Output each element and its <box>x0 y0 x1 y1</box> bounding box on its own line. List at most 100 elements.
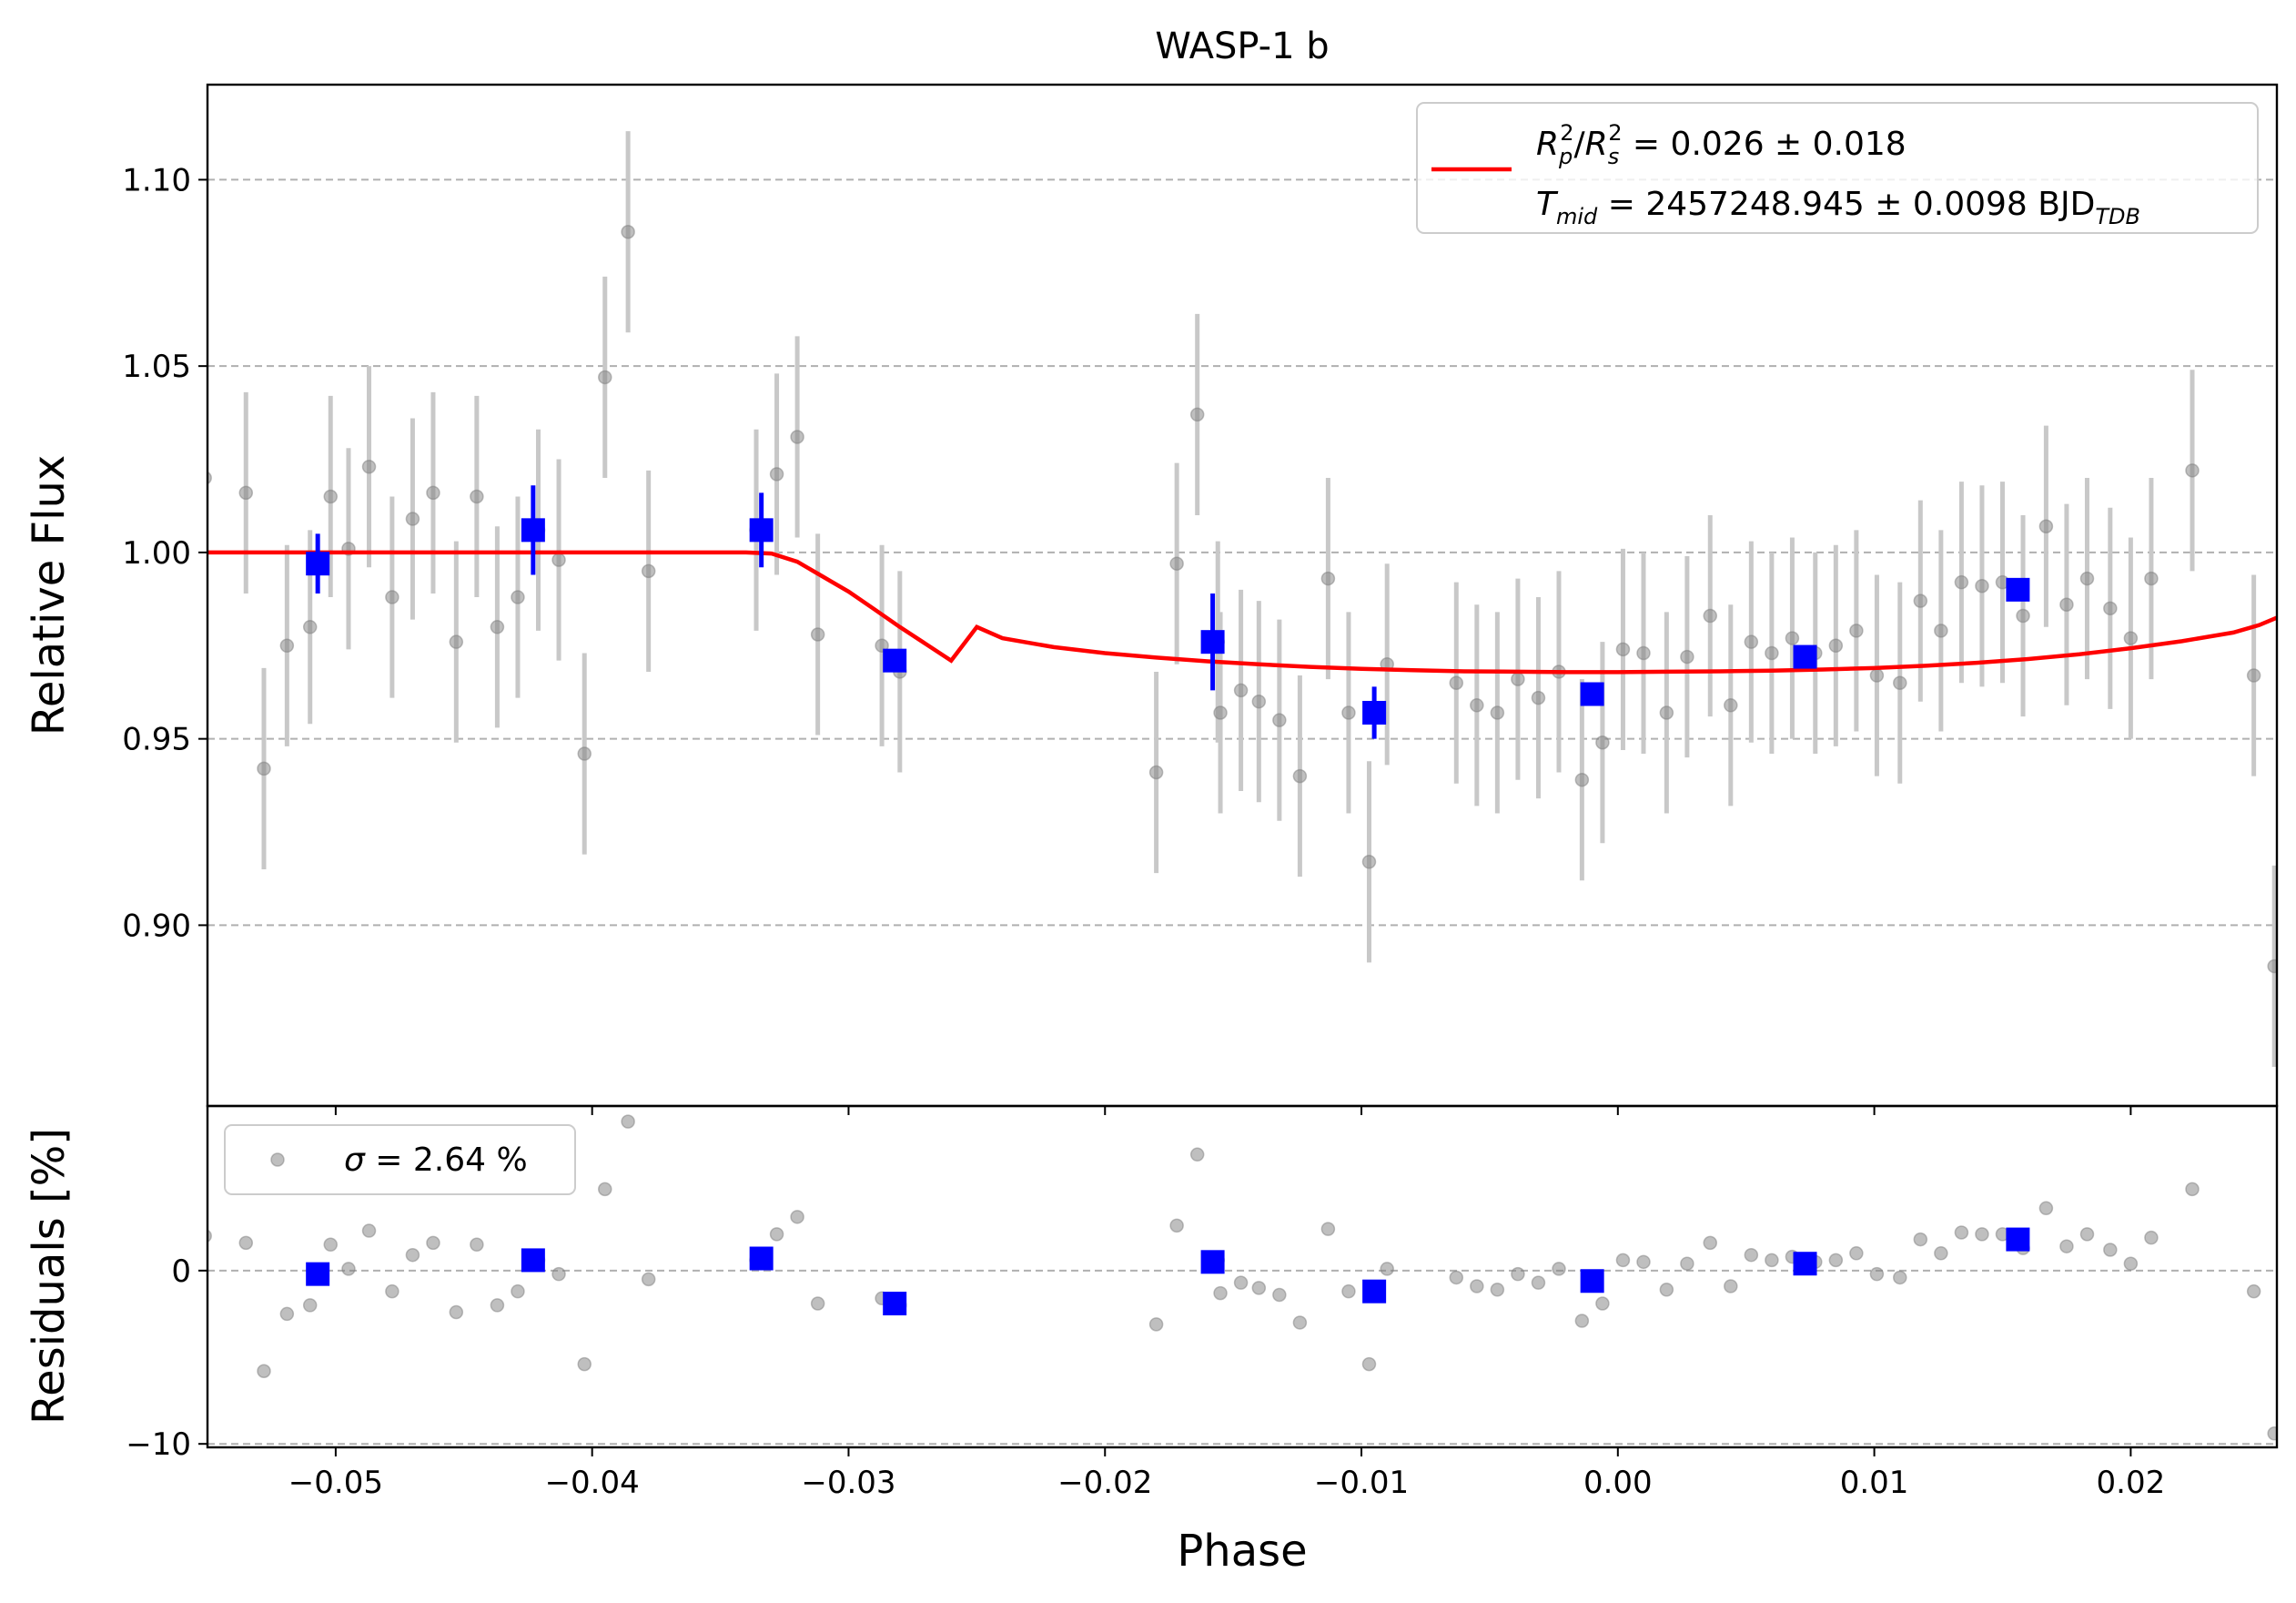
x-tick-label: 0.02 <box>2097 1465 2166 1501</box>
residual-point <box>1828 1253 1844 1268</box>
residual-point <box>238 1235 254 1251</box>
legend-sigma-label: σ = 2.64 % <box>344 1141 528 1179</box>
residuals-y-ticks: 0 −10 <box>126 1253 207 1463</box>
raw-point <box>1636 645 1651 661</box>
raw-point <box>1148 765 1164 780</box>
chart-title: WASP-1 b <box>1155 25 1329 67</box>
x-axis-label: Phase <box>1177 1526 1307 1577</box>
legend-depth-label: Rp2/Rs2 = 0.026 ± 0.018 <box>1536 120 1907 169</box>
residual-point <box>405 1247 420 1263</box>
residual-point <box>1233 1275 1249 1290</box>
residuals-gridlines <box>207 1269 2277 1446</box>
residual-point <box>1552 1262 1566 1276</box>
legend-residual-marker <box>270 1152 285 1167</box>
residuals-axes-frame <box>206 1104 2279 1449</box>
residual-binned-point <box>749 1246 774 1271</box>
raw-point <box>2123 631 2139 645</box>
residual-point <box>2038 1201 2054 1216</box>
main-y-tick-label: 1.00 <box>122 535 191 572</box>
residual-point <box>621 1114 635 1129</box>
raw-point <box>1975 579 1989 594</box>
residual-point <box>279 1306 295 1322</box>
residual-point <box>426 1235 440 1251</box>
binned-point <box>749 518 774 543</box>
residual-point <box>2079 1227 2095 1242</box>
residual-binned-point <box>2006 1227 2030 1252</box>
raw-point <box>405 512 420 526</box>
residual-binned-point <box>1793 1252 1817 1276</box>
residual-point <box>1744 1247 1759 1263</box>
residuals-y-tick-label: −10 <box>126 1426 191 1463</box>
raw-point <box>1659 705 1674 720</box>
raw-point <box>385 590 400 604</box>
raw-point <box>1233 683 1249 698</box>
raw-point <box>1680 649 1694 665</box>
raw-point <box>1531 690 1546 705</box>
raw-point <box>1574 772 1590 787</box>
binned-point <box>1580 682 1604 706</box>
raw-point <box>1595 735 1610 750</box>
raw-point <box>598 370 612 385</box>
residual-point <box>385 1283 400 1299</box>
residual-point <box>1251 1281 1267 1295</box>
raw-point <box>2144 571 2159 586</box>
residual-point <box>1148 1317 1164 1332</box>
residual-point <box>1292 1315 1308 1330</box>
raw-point <box>1511 672 1525 686</box>
residual-point <box>323 1237 339 1253</box>
residual-point <box>2267 1426 2277 1441</box>
binned-point <box>1200 630 1225 654</box>
raw-point <box>1765 645 1779 661</box>
x-tick-label: −0.02 <box>1057 1465 1152 1501</box>
residual-point <box>1615 1253 1631 1268</box>
main-y-tick-label: 1.05 <box>122 349 191 385</box>
raw-point <box>1169 556 1184 571</box>
raw-point <box>1724 698 1738 713</box>
residual-point <box>2144 1230 2159 1245</box>
raw-point <box>1272 713 1287 727</box>
residual-point <box>1574 1314 1590 1328</box>
residual-point <box>1954 1225 1969 1240</box>
raw-point <box>1341 705 1356 720</box>
raw-point <box>1744 634 1759 649</box>
raw-point <box>769 467 784 482</box>
x-tick-label: −0.04 <box>545 1465 640 1501</box>
raw-point <box>2059 597 2074 612</box>
residuals-x-ticks: −0.05 −0.04 −0.03 −0.02 −0.01 0.00 0.01 0.02 <box>288 1447 2165 1501</box>
residual-point <box>1470 1279 1484 1294</box>
main-y-ticks: 0.90 0.95 1.00 1.05 1.10 <box>122 162 2132 1115</box>
residual-point <box>490 1298 505 1313</box>
raw-point <box>1490 705 1505 720</box>
residual-point <box>1913 1232 1928 1247</box>
residual-point <box>810 1296 825 1311</box>
residuals-binned-points <box>306 1227 2030 1316</box>
raw-point <box>470 489 484 504</box>
residual-point <box>470 1237 484 1253</box>
raw-point <box>1828 638 1844 654</box>
raw-point <box>1913 594 1928 608</box>
raw-point <box>207 471 212 485</box>
raw-point <box>238 485 254 501</box>
binned-point <box>1793 644 1817 669</box>
raw-point <box>2016 608 2030 624</box>
residual-point <box>2185 1182 2200 1197</box>
raw-point <box>2079 571 2095 586</box>
raw-point <box>1934 624 1948 638</box>
raw-point <box>323 489 339 504</box>
raw-point <box>1954 574 1969 590</box>
residual-point <box>1380 1262 1394 1276</box>
residual-binned-point <box>306 1262 330 1286</box>
raw-point <box>790 430 804 444</box>
binned-point <box>883 648 907 673</box>
raw-point <box>1615 642 1631 657</box>
residual-point <box>1272 1287 1287 1303</box>
raw-point <box>1849 624 1864 638</box>
main-y-tick-label: 1.10 <box>122 162 191 198</box>
residual-binned-point <box>1200 1250 1225 1274</box>
raw-point <box>1189 407 1205 422</box>
residual-binned-point <box>1580 1269 1604 1294</box>
residual-point <box>1849 1246 1864 1261</box>
residuals-legend: σ = 2.64 % <box>224 1124 576 1195</box>
raw-point <box>1361 855 1377 869</box>
residual-point <box>577 1356 592 1372</box>
